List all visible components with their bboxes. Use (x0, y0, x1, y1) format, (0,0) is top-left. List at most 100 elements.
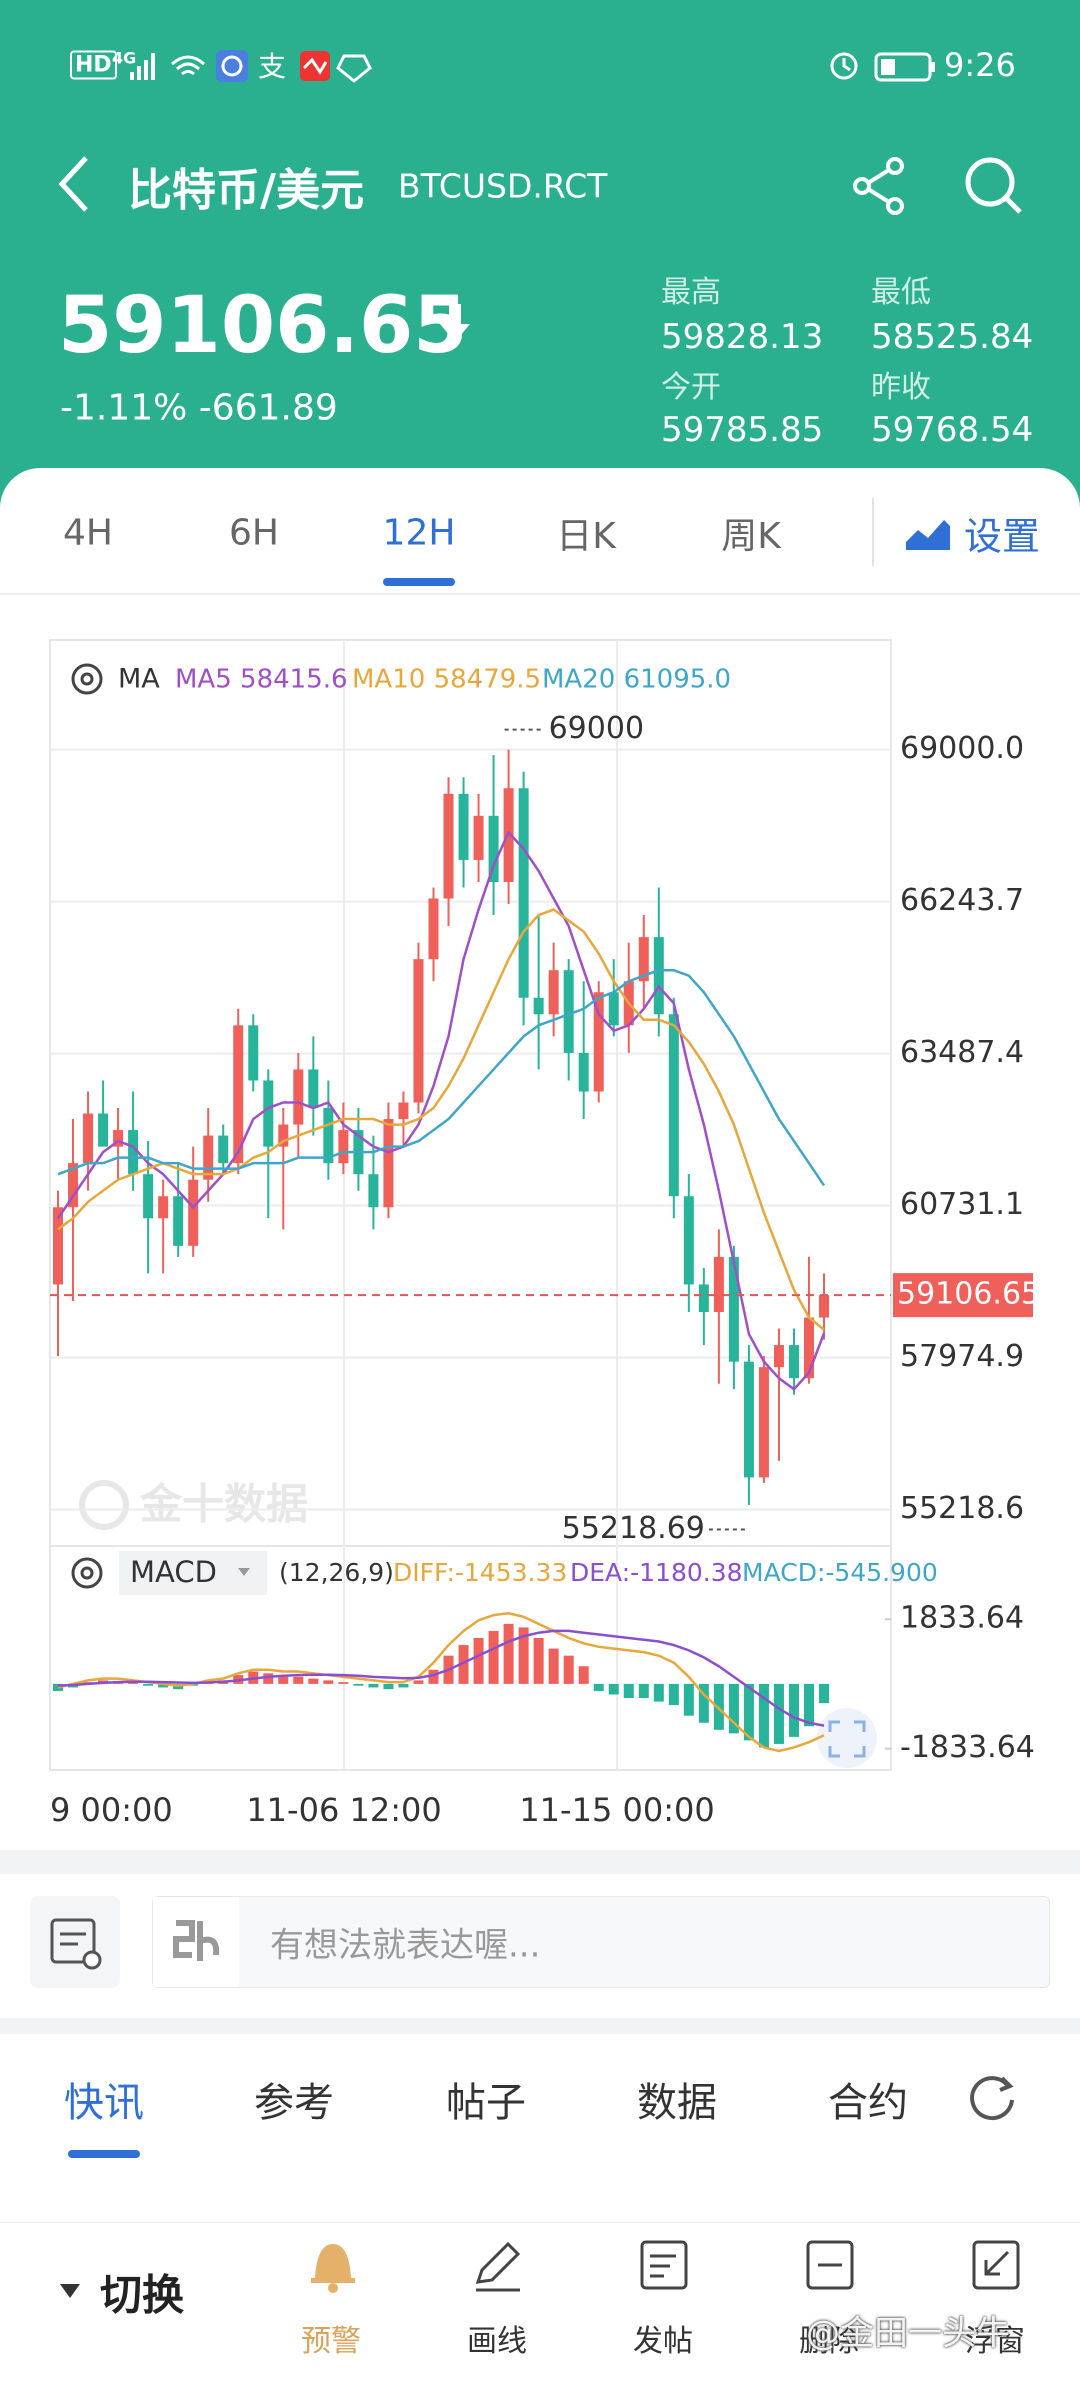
candle-body (368, 1174, 379, 1208)
candle-body (533, 997, 544, 1015)
macd-bar (398, 1683, 409, 1688)
watermark: @金田一头牛 (806, 2313, 1010, 2354)
settings-icon[interactable] (904, 514, 952, 554)
tool-label[interactable]: 发帖 (633, 2324, 693, 2359)
period-tab[interactable]: 日K (556, 516, 616, 557)
news-tab[interactable]: 数据 (637, 2080, 717, 2126)
status-right-icons (830, 52, 935, 82)
candle-body (653, 937, 664, 1015)
back-button[interactable] (54, 154, 94, 214)
share-button[interactable] (850, 156, 910, 216)
news-tab[interactable]: 合约 (828, 2080, 908, 2126)
delete-icon[interactable] (802, 2236, 858, 2294)
candle-body (83, 1113, 94, 1164)
macd-bar (488, 1630, 499, 1684)
candle-body (458, 793, 469, 860)
stat-value: 59768.54 (871, 410, 1034, 450)
candle-body (293, 1069, 304, 1125)
network: HD (70, 50, 117, 80)
input-icon (173, 1920, 220, 1961)
period-tab[interactable]: 6H (229, 512, 279, 554)
candle-body (788, 1345, 799, 1379)
y-tick-label: 66243.7 (900, 883, 1024, 918)
candle-body (668, 1014, 679, 1197)
price: 59106.65 (58, 281, 468, 371)
macd-bar (819, 1683, 830, 1704)
stat-label: 昨收 (871, 370, 931, 405)
news-tab[interactable]: 帖子 (446, 2080, 526, 2126)
low-label: 55218.69 (562, 1511, 705, 1546)
macd-bar (788, 1683, 799, 1737)
y-tick-label: 69000.0 (900, 731, 1024, 766)
candle-body (548, 970, 559, 1015)
ma-legend: MA10 58479.5 (352, 665, 541, 695)
candle-body (158, 1196, 169, 1219)
candle-body (413, 959, 424, 1103)
macd-bar (773, 1683, 784, 1744)
stat-value: 59785.85 (661, 410, 824, 450)
macd-bar (338, 1682, 349, 1684)
macd-bar (668, 1683, 679, 1706)
candle-body (218, 1135, 229, 1164)
expand-button[interactable] (817, 1708, 877, 1768)
alert-icon[interactable] (305, 2236, 361, 2294)
period-tab[interactable]: 4H (63, 512, 113, 554)
status-icons: 支 (130, 50, 372, 83)
macd-bar (533, 1637, 544, 1684)
divider (0, 593, 1080, 595)
float-icon[interactable] (968, 2236, 1024, 2294)
chart-watermark: 金十数据 (79, 1480, 308, 1530)
down-arrow (440, 304, 470, 342)
tool-label[interactable]: 浮窗 (965, 2324, 1025, 2359)
draw-icon[interactable] (470, 2236, 526, 2294)
high-label: 69000 (549, 711, 644, 746)
switch[interactable]: 切换 (100, 2270, 185, 2320)
settings[interactable]: 设置 (964, 514, 1041, 559)
candle-body (683, 1196, 694, 1285)
tool-label[interactable]: 预警 (301, 2324, 361, 2359)
candle-body (563, 970, 574, 1053)
gear-icon[interactable] (71, 1557, 103, 1589)
macd-bar (458, 1645, 469, 1684)
macd-bar (323, 1680, 334, 1684)
post-icon[interactable] (636, 2236, 692, 2294)
stat-value: 59828.13 (661, 317, 824, 357)
y-tick-label: 60731.1 (900, 1187, 1024, 1222)
ma-legend: MA20 61095.0 (542, 665, 731, 695)
gear-icon[interactable] (71, 663, 103, 695)
candle-body (578, 1052, 589, 1092)
y-tick-label: 1833.64 (900, 1601, 1024, 1636)
candle-body (743, 1361, 754, 1478)
macd-bar (353, 1683, 364, 1686)
candle-body (638, 937, 649, 982)
period-tab-selected[interactable]: 12H (382, 512, 456, 554)
tool-label[interactable]: 画线 (467, 2324, 527, 2359)
y-tick-label: -1833.64 (900, 1730, 1035, 1765)
candle-body (68, 1163, 79, 1208)
period-tab[interactable]: 周K (721, 516, 781, 557)
macd-line (57, 1629, 825, 1727)
candle-body (383, 1119, 394, 1208)
macd-bar (308, 1678, 319, 1684)
note-button[interactable] (30, 1896, 120, 1988)
ma-line (57, 968, 826, 1187)
refresh-button[interactable] (966, 2072, 1018, 2124)
macd-bar (683, 1683, 694, 1716)
macd-line (57, 1612, 825, 1753)
search-button[interactable] (962, 154, 1026, 218)
candle-body (713, 1256, 724, 1313)
comment-input[interactable] (152, 1896, 1050, 1988)
y-tick-label: 57974.9 (900, 1339, 1024, 1374)
news-tab[interactable]: 参考 (254, 2080, 334, 2126)
news-tab-selected[interactable]: 快讯 (64, 2080, 144, 2126)
last-price-label: 59106.65 (897, 1277, 1040, 1312)
macd-bar (143, 1683, 154, 1686)
content (0, 468, 1080, 2388)
tool-label[interactable]: 删除 (799, 2324, 859, 2359)
candle-body (53, 1207, 63, 1285)
macd-bar (548, 1648, 559, 1684)
macd-title[interactable]: MACD (130, 1555, 217, 1589)
x-tick-label: 9 00:00 (50, 1791, 173, 1829)
macd-legend: MACD:-545.900 (742, 1558, 938, 1587)
